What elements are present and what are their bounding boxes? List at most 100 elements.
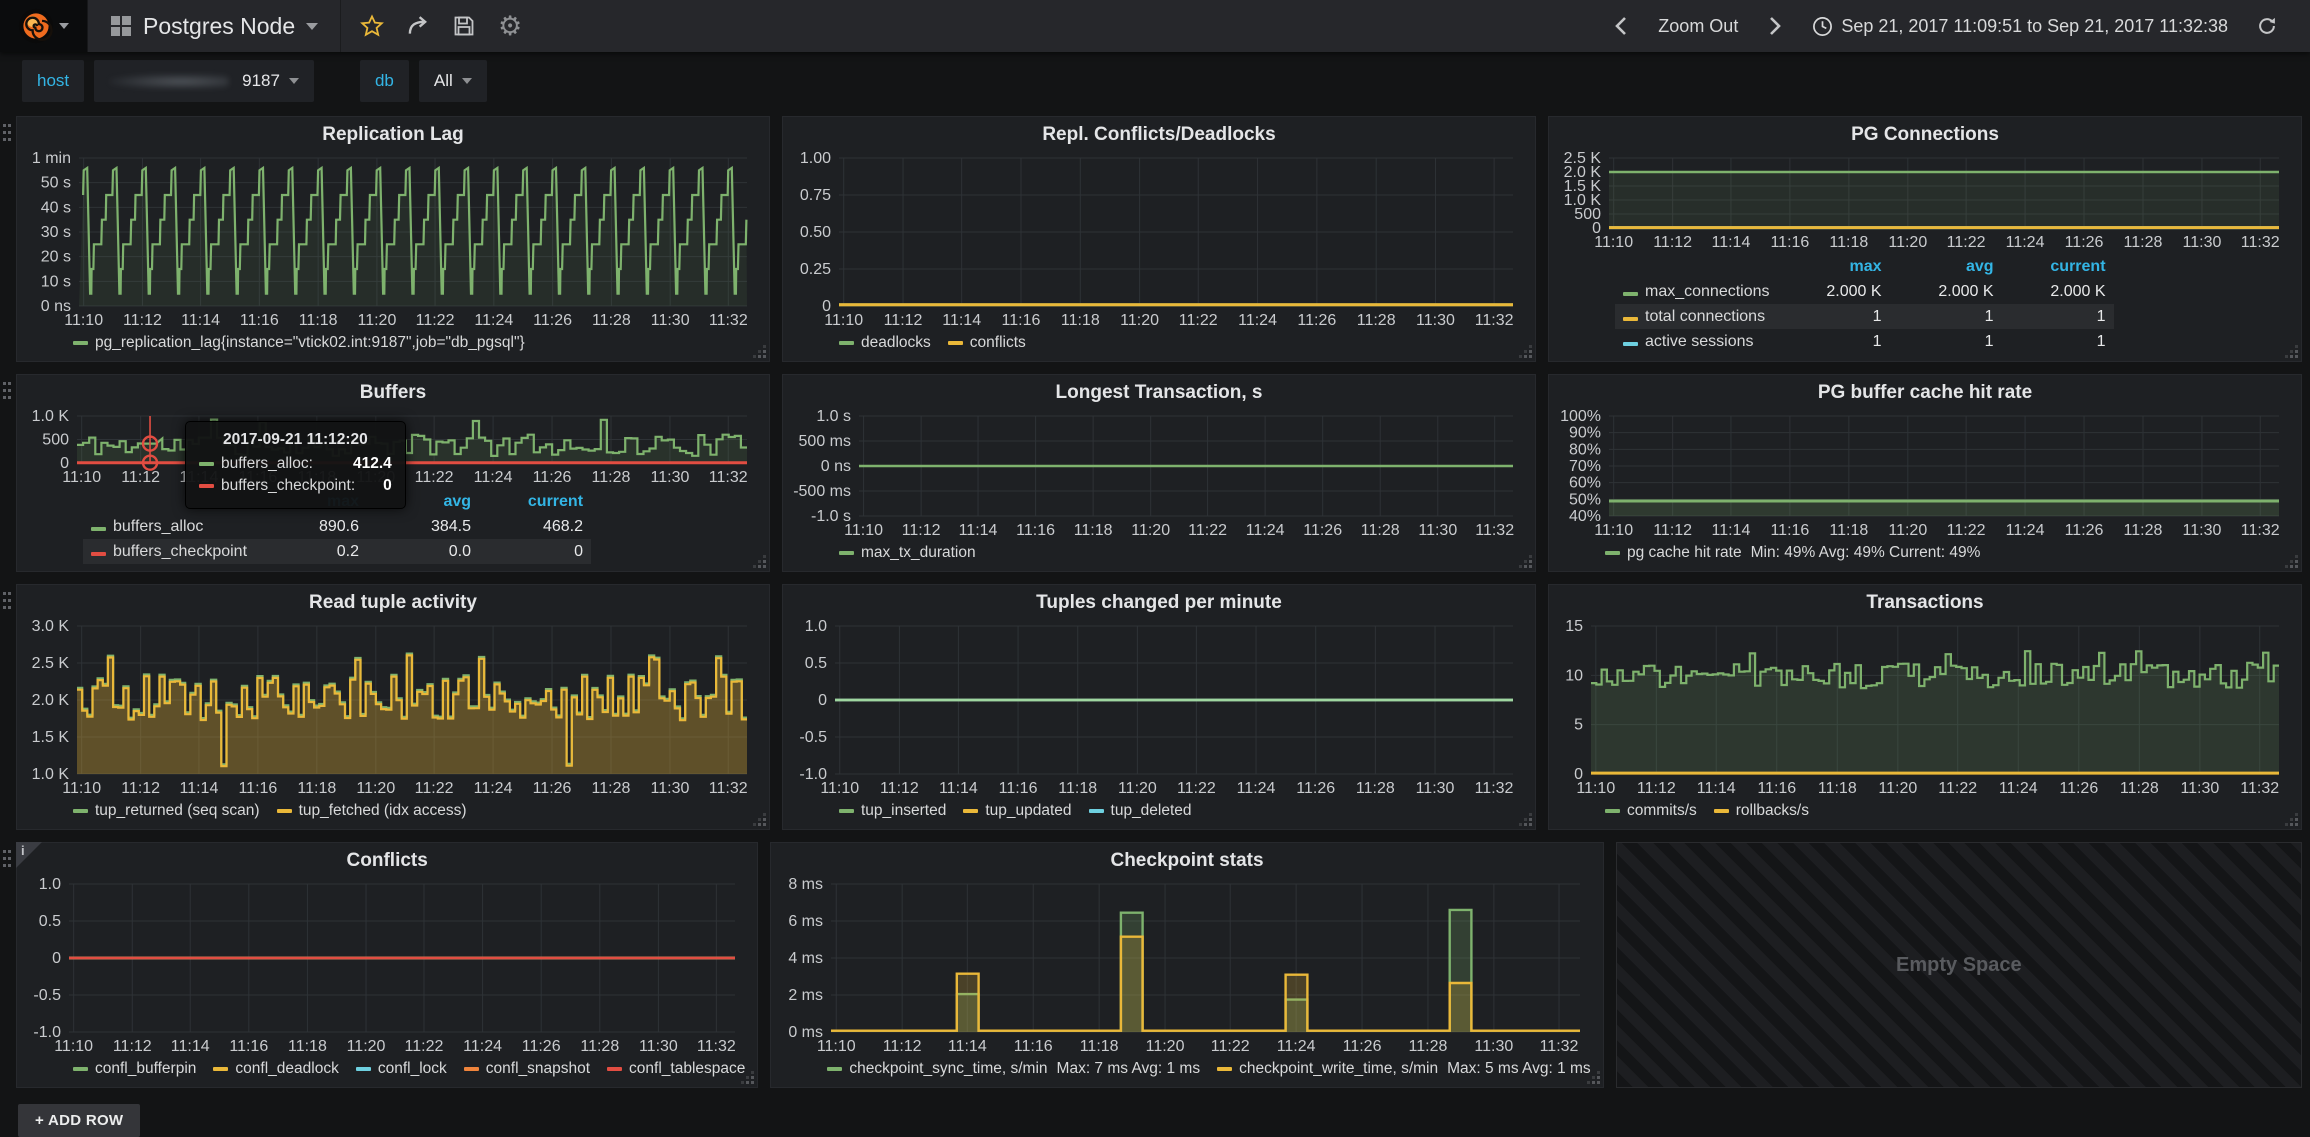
row-drag-handle[interactable] <box>3 124 6 127</box>
legend-item[interactable]: buffers_checkpoint <box>83 539 255 564</box>
legend-item[interactable]: confl_tablespace <box>607 1060 745 1078</box>
star-button[interactable] <box>349 0 395 52</box>
variable-db-dropdown[interactable]: All <box>418 60 487 102</box>
svg-text:11:24: 11:24 <box>1237 780 1276 797</box>
legend-item[interactable]: confl_bufferpin <box>73 1060 196 1078</box>
legend-item[interactable]: confl_deadlock <box>213 1060 339 1078</box>
legend-column-header[interactable]: avg <box>1965 258 1994 275</box>
panel-resize-handle[interactable] <box>763 823 766 826</box>
panel-info-corner[interactable]: i <box>16 842 42 868</box>
panel-resize-handle[interactable] <box>1529 565 1532 568</box>
panel-resize-handle[interactable] <box>1529 823 1532 826</box>
share-button[interactable] <box>395 0 441 52</box>
legend-value: 1 <box>2096 308 2106 325</box>
legend-item[interactable]: tup_fetched (idx access) <box>276 802 467 820</box>
legend-item[interactable]: rollbacks/s <box>1713 802 1809 820</box>
svg-text:11:24: 11:24 <box>1238 312 1277 329</box>
replication-lag-chart[interactable]: 11:10 11:12 11:14 11:16 11:18 11:20 11:22 11:24… <box>25 148 761 332</box>
svg-text:1.0 K: 1.0 K <box>1564 192 1602 209</box>
checkpoint-stats-chart[interactable]: 11:10 11:12 11:14 11:16 11:18 11:20 11:22 11:24… <box>779 874 1594 1058</box>
svg-text:11:10: 11:10 <box>820 780 859 797</box>
legend-item[interactable]: pg_replication_lag{instance="vtick02.int… <box>73 334 525 352</box>
panel-title[interactable]: Longest Transaction, s <box>1055 382 1263 403</box>
panel-title[interactable]: Tuples changed per minute <box>1036 592 1282 613</box>
legend-item[interactable]: tup_returned (seq scan) <box>73 802 260 820</box>
pg-connections-chart[interactable]: 11:10 11:12 11:14 11:16 11:18 11:20 11:22 11:24… <box>1557 148 2293 254</box>
panel-title[interactable]: Buffers <box>359 382 427 403</box>
variable-host-dropdown[interactable]: 9187 <box>94 60 314 102</box>
zoom-out-button[interactable]: Zoom Out <box>1646 0 1750 52</box>
grafana-logo[interactable] <box>0 0 88 52</box>
panel-legend: tup_inserted tup_updated tup_deleted <box>791 800 1527 825</box>
legend-item[interactable]: tup_deleted <box>1088 802 1192 820</box>
svg-text:11:26: 11:26 <box>533 780 572 797</box>
legend-column-header[interactable]: avg <box>443 493 472 510</box>
legend-item[interactable]: buffers_alloc <box>83 514 255 539</box>
panel-legend: pg cache hit rate Min: 49% Avg: 49% Curre… <box>1557 542 2293 567</box>
tuples-changed-chart[interactable]: 11:10 11:12 11:14 11:16 11:18 11:20 11:22 11:24… <box>791 616 1527 800</box>
legend-item[interactable]: max_connections <box>1615 279 1778 304</box>
refresh-button[interactable] <box>2244 0 2290 52</box>
panel-resize-handle[interactable] <box>2295 355 2298 358</box>
time-picker-button[interactable]: Sep 21, 2017 11:09:51 to Sep 21, 2017 11… <box>1800 0 2240 52</box>
panel-resize-handle[interactable] <box>2295 823 2298 826</box>
legend-item[interactable]: pg cache hit rate Min: 49% Avg: 49% Curre… <box>1605 544 1980 562</box>
dashboard-actions: ⚙ <box>341 0 541 52</box>
row-drag-handle[interactable] <box>3 850 6 853</box>
legend-item[interactable]: active sessions <box>1615 329 1778 354</box>
legend-item[interactable]: checkpoint_sync_time, s/min Max: 7 ms Avg… <box>827 1060 1200 1078</box>
panel-title[interactable]: Checkpoint stats <box>1110 850 1264 871</box>
transactions-chart[interactable]: 11:10 11:12 11:14 11:16 11:18 11:20 11:22 11:24… <box>1557 616 2293 800</box>
legend-item[interactable]: conflicts <box>947 334 1026 352</box>
legend-column-header[interactable]: max <box>1849 258 1882 275</box>
panel-title[interactable]: PG Connections <box>1851 124 1999 145</box>
panel-resize-handle[interactable] <box>1596 1081 1600 1084</box>
save-button[interactable] <box>441 0 487 52</box>
row-drag-handle[interactable] <box>3 592 6 595</box>
legend-item[interactable]: confl_lock <box>355 1060 447 1078</box>
svg-text:11:22: 11:22 <box>405 1038 444 1055</box>
panel-title[interactable]: Replication Lag <box>322 124 464 145</box>
dashboard-title-button[interactable]: Postgres Node <box>88 0 342 52</box>
panel-resize-handle[interactable] <box>763 355 766 358</box>
longest-transaction-chart[interactable]: 11:10 11:12 11:14 11:16 11:18 11:20 11:22 11:24… <box>791 406 1527 542</box>
panel-resize-handle[interactable] <box>751 1081 755 1084</box>
panel-title[interactable]: Repl. Conflicts/Deadlocks <box>1042 124 1276 145</box>
add-row-button[interactable]: + ADD ROW <box>18 1104 141 1137</box>
panel-title[interactable]: Conflicts <box>346 850 428 871</box>
svg-text:11:30: 11:30 <box>651 312 690 329</box>
legend-column-header[interactable]: current <box>2050 258 2106 275</box>
legend-item[interactable]: tup_updated <box>963 802 1072 820</box>
panel-resize-handle[interactable] <box>2295 565 2298 568</box>
conflicts-chart[interactable]: 11:10 11:12 11:14 11:16 11:18 11:20 11:22 11:24… <box>25 874 749 1058</box>
legend-item[interactable]: tup_inserted <box>839 802 946 820</box>
panel-title[interactable]: PG buffer cache hit rate <box>1817 382 2033 403</box>
save-icon <box>454 16 474 36</box>
legend-column-header[interactable]: current <box>527 493 584 510</box>
panel-legend: checkpoint_sync_time, s/min Max: 7 ms Avg… <box>779 1058 1594 1083</box>
legend-item[interactable]: checkpoint_write_time, s/min Max: 5 ms Av… <box>1217 1060 1591 1078</box>
svg-text:1.5 K: 1.5 K <box>32 729 70 746</box>
svg-text:100%: 100% <box>1560 408 1601 425</box>
settings-button[interactable]: ⚙ <box>487 0 533 52</box>
row-drag-handle[interactable] <box>3 382 6 385</box>
svg-text:11:10: 11:10 <box>844 522 883 539</box>
time-shift-back-button[interactable] <box>1600 0 1642 52</box>
legend-row: max_connections 2.000 K 2.000 K 2.000 K <box>1615 279 2114 304</box>
svg-text:3.0 K: 3.0 K <box>32 618 70 635</box>
legend-item[interactable]: commits/s <box>1605 802 1697 820</box>
panel-title[interactable]: Transactions <box>1866 592 1984 613</box>
legend-item[interactable]: max_tx_duration <box>839 544 976 562</box>
time-shift-forward-button[interactable] <box>1754 0 1796 52</box>
legend-item[interactable]: confl_snapshot <box>463 1060 590 1078</box>
cache-hit-rate-chart[interactable]: 11:10 11:12 11:14 11:16 11:18 11:20 11:22 11:24… <box>1557 406 2293 542</box>
panel-resize-handle[interactable] <box>763 565 766 568</box>
legend-item[interactable]: total connections <box>1615 304 1778 329</box>
read-tuple-activity-chart[interactable]: 11:10 11:12 11:14 11:16 11:18 11:20 11:22 11:24… <box>25 616 761 800</box>
panel-title[interactable]: Read tuple activity <box>309 592 477 613</box>
svg-text:11:12: 11:12 <box>1653 522 1692 539</box>
refresh-icon <box>2259 17 2275 34</box>
repl-conflicts-chart[interactable]: 11:10 11:12 11:14 11:16 11:18 11:20 11:22 11:24… <box>791 148 1527 332</box>
panel-resize-handle[interactable] <box>1529 355 1532 358</box>
legend-item[interactable]: deadlocks <box>839 334 931 352</box>
